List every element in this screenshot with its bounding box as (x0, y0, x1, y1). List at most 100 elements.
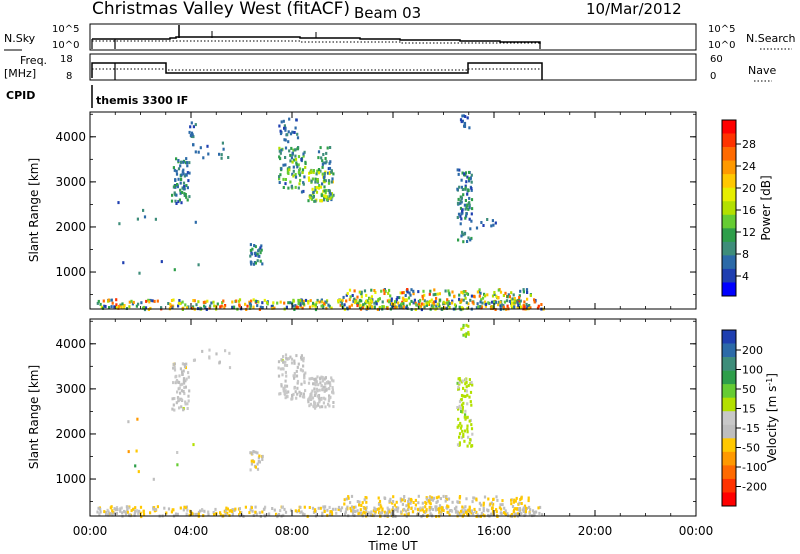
velocity-colorbar-title: Velocity [m s-1] (765, 373, 779, 463)
velocity-cell (319, 506, 322, 510)
power-cell (325, 306, 328, 310)
velocity-cell (513, 498, 516, 502)
velocity-cell (541, 513, 544, 517)
velocity-cell (329, 381, 332, 385)
power-cell (398, 304, 401, 308)
velocity-cell (135, 449, 138, 453)
velocity-cell (254, 450, 257, 454)
velocity-colorbar-title-sup: -1 (765, 378, 774, 386)
velocity-cell (135, 509, 139, 513)
freq-frame (89, 53, 697, 81)
velocity-cell (261, 510, 264, 514)
power-cell (402, 305, 405, 308)
velocity-cell (219, 511, 222, 515)
velocity-cell (504, 509, 507, 513)
velocity-cell (395, 500, 398, 504)
power-cell (354, 300, 357, 304)
power-cell (278, 175, 281, 179)
velocity-cell (183, 362, 186, 366)
power-cell (249, 254, 252, 258)
velocity-cell (451, 500, 454, 504)
velocity-colorbar-tick-label: 100 (742, 364, 763, 377)
power-cell (297, 298, 300, 302)
power-cell (493, 293, 496, 296)
power-cell (149, 306, 152, 310)
velocity-cell (194, 512, 197, 516)
power-cell (298, 173, 302, 177)
velocity-cell (285, 374, 288, 378)
power-cell (185, 306, 189, 310)
power-cell (436, 292, 439, 296)
velocity-cell (301, 395, 305, 399)
velocity-cell (330, 510, 333, 514)
power-cell (365, 305, 368, 309)
velocity-cell (332, 405, 335, 409)
velocity-cell (250, 459, 253, 463)
velocity-cell (395, 508, 398, 511)
velocity-cell (386, 511, 389, 515)
power-cell (407, 296, 411, 300)
power-cell (461, 171, 464, 175)
velocity-cell (319, 381, 322, 385)
velocity-cell (512, 500, 515, 504)
power-cell (382, 288, 385, 292)
velocity-cell (374, 510, 377, 514)
velocity-cell (395, 506, 398, 510)
velocity-cell (356, 500, 359, 503)
power-cell (218, 152, 221, 156)
power-cell (283, 138, 286, 142)
power-cell (292, 304, 295, 308)
power-cell (169, 302, 172, 306)
velocity-cell (349, 501, 352, 505)
velocity-cell (515, 496, 518, 500)
velocity-cell (392, 500, 395, 503)
power-cell (460, 120, 463, 124)
velocity-cell (111, 509, 114, 513)
velocity-cell (258, 454, 261, 458)
velocity-cell (261, 458, 264, 461)
velocity-colorbar-tick-label: -50 (742, 442, 760, 455)
velocity-cell (282, 360, 285, 364)
velocity-cell (296, 381, 299, 385)
power-cell (299, 178, 302, 182)
velocity-cell (482, 507, 485, 510)
power-colorbar-swatch (722, 187, 736, 202)
power-cell (153, 299, 156, 303)
power-cell (386, 299, 389, 303)
power-cell (395, 298, 398, 301)
power-cell (499, 304, 502, 308)
power-cell (330, 306, 333, 310)
velocity-cell (445, 497, 448, 501)
power-cell (461, 306, 464, 310)
power-cell (338, 298, 342, 302)
velocity-cell (464, 378, 467, 382)
velocity-cell (172, 381, 175, 385)
power-cell (536, 306, 540, 310)
power-cell (284, 163, 287, 167)
power-cell (254, 299, 257, 303)
velocity-cell (241, 513, 244, 517)
velocity-cell (401, 502, 404, 506)
velocity-cell (460, 403, 464, 407)
velocity-cell (457, 385, 460, 389)
power-cell (375, 302, 378, 306)
velocity-cell (313, 387, 316, 391)
power-cell (193, 299, 196, 303)
power-cell (380, 289, 383, 293)
velocity-cell (284, 385, 287, 389)
velocity-cell (403, 507, 406, 511)
power-cell (216, 302, 219, 306)
velocity-cell (479, 503, 483, 507)
velocity-cell (467, 508, 470, 512)
power-cell (486, 218, 489, 221)
velocity-cell (518, 507, 521, 510)
power-cell (459, 222, 462, 226)
power-cell (436, 302, 439, 306)
power-cell (287, 130, 290, 134)
power-cell (187, 179, 190, 183)
power-cell (468, 126, 471, 130)
velocity-cell (422, 506, 425, 510)
velocity-cell (312, 382, 315, 386)
power-cell (191, 306, 194, 310)
